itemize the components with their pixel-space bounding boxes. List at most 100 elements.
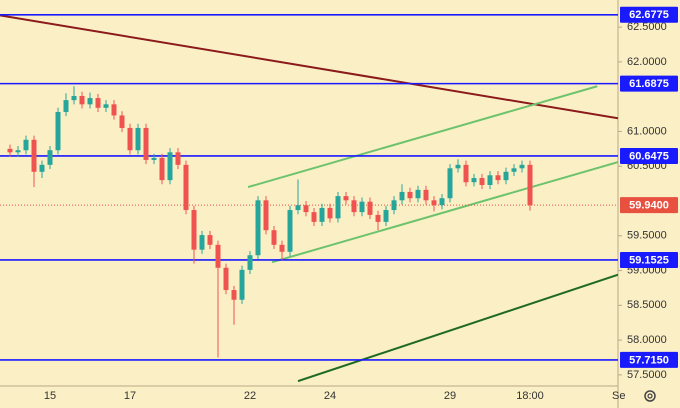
gear-hub[interactable]	[647, 393, 653, 399]
candle-body	[479, 178, 485, 186]
candle-body	[463, 164, 469, 183]
x-tick-label: 18:00	[516, 390, 544, 402]
candle-body	[303, 205, 309, 213]
candle-body	[367, 201, 373, 215]
candle-body	[39, 164, 45, 172]
candle-body	[495, 175, 501, 181]
price-label: 61.6875	[629, 78, 669, 90]
candle-body	[15, 150, 21, 153]
candle-body	[439, 198, 445, 206]
candle-body	[351, 200, 357, 213]
candle-body	[47, 150, 53, 165]
candle-body	[175, 152, 181, 165]
candle-body	[127, 127, 133, 151]
candle-body	[263, 200, 269, 231]
price-label: 57.7150	[629, 354, 669, 366]
price-label: 59.9400	[629, 200, 669, 212]
candle-body	[103, 104, 109, 108]
candle-body	[335, 196, 341, 219]
candle-body	[311, 212, 317, 222]
candle-body	[455, 164, 461, 169]
candle-body	[343, 196, 349, 201]
candle-body	[87, 98, 93, 105]
y-tick-label: 61.0000	[627, 125, 667, 137]
candle-body	[359, 201, 365, 213]
candle-body	[415, 189, 421, 199]
x-tick-label: 24	[324, 390, 336, 402]
price-label: 60.6475	[629, 150, 669, 162]
y-tick-label: 62.0000	[627, 56, 667, 68]
price-label: 62.6775	[629, 9, 669, 21]
candle-body	[247, 255, 253, 270]
plot-area	[0, 13, 618, 383]
trend-line	[271, 161, 618, 264]
candle-body	[503, 171, 509, 181]
price-label-box	[620, 351, 678, 368]
candle-body	[271, 230, 277, 245]
candle-body	[447, 168, 453, 199]
candle-body	[287, 210, 293, 252]
settings-icon[interactable]	[644, 390, 656, 402]
candle-body	[399, 191, 405, 201]
y-tick-label: 57.5000	[627, 369, 667, 381]
candle-body	[295, 205, 301, 211]
candle-body	[391, 200, 397, 211]
y-tick-label: 58.5000	[627, 299, 667, 311]
candle-body	[519, 164, 525, 169]
y-tick-label: 59.5000	[627, 230, 667, 242]
candle-body	[319, 207, 325, 222]
candle-body	[375, 214, 381, 222]
candle-body	[167, 152, 173, 181]
price-label-box	[620, 147, 678, 164]
candle-body	[199, 235, 205, 250]
candle-body	[207, 235, 213, 245]
candle-body	[215, 244, 221, 268]
candle-body	[527, 164, 533, 206]
candle-body	[119, 115, 125, 128]
price-label-box	[620, 197, 678, 214]
candle-body	[23, 139, 29, 151]
x-tick-label: 22	[244, 390, 256, 402]
candle-body	[183, 164, 189, 211]
candle-body	[63, 100, 69, 112]
x-tick-label: 29	[444, 390, 456, 402]
gear[interactable]	[644, 390, 656, 402]
candle-body	[511, 168, 517, 172]
price-label-box	[620, 6, 678, 23]
candle-body	[71, 95, 77, 101]
x-tick-label: 15	[44, 390, 56, 402]
candle-body	[431, 200, 437, 206]
candle-body	[423, 189, 429, 201]
candle-body	[95, 98, 101, 108]
candle-body	[159, 157, 165, 181]
candle-body	[223, 267, 229, 291]
y-tick-label: 62.5000	[627, 21, 667, 33]
price-label-box	[620, 75, 678, 92]
trend-line	[297, 273, 618, 383]
price-label-box	[620, 251, 678, 268]
candle-body	[471, 178, 477, 183]
candle-body	[407, 191, 413, 199]
candle-body	[79, 95, 85, 105]
y-tick-label: 58.0000	[627, 334, 667, 346]
candle-body	[151, 157, 157, 160]
x-tick-label: 17	[124, 390, 136, 402]
candle-body	[7, 148, 13, 153]
trend-line	[0, 14, 618, 120]
candle-body	[111, 104, 117, 116]
candle-body	[383, 210, 389, 222]
x-tick-label: Se	[612, 390, 625, 402]
candle-body	[279, 244, 285, 252]
candle-body	[231, 290, 237, 300]
candle-body	[255, 200, 261, 256]
candle-body	[239, 269, 245, 300]
price-label: 59.1525	[629, 254, 669, 266]
candle-body	[143, 127, 149, 160]
candle-body	[135, 127, 141, 151]
candle-body	[191, 210, 197, 250]
candle-body	[31, 139, 37, 172]
trend-line	[247, 85, 598, 189]
candle-body	[487, 175, 493, 186]
candle-body	[327, 207, 333, 219]
